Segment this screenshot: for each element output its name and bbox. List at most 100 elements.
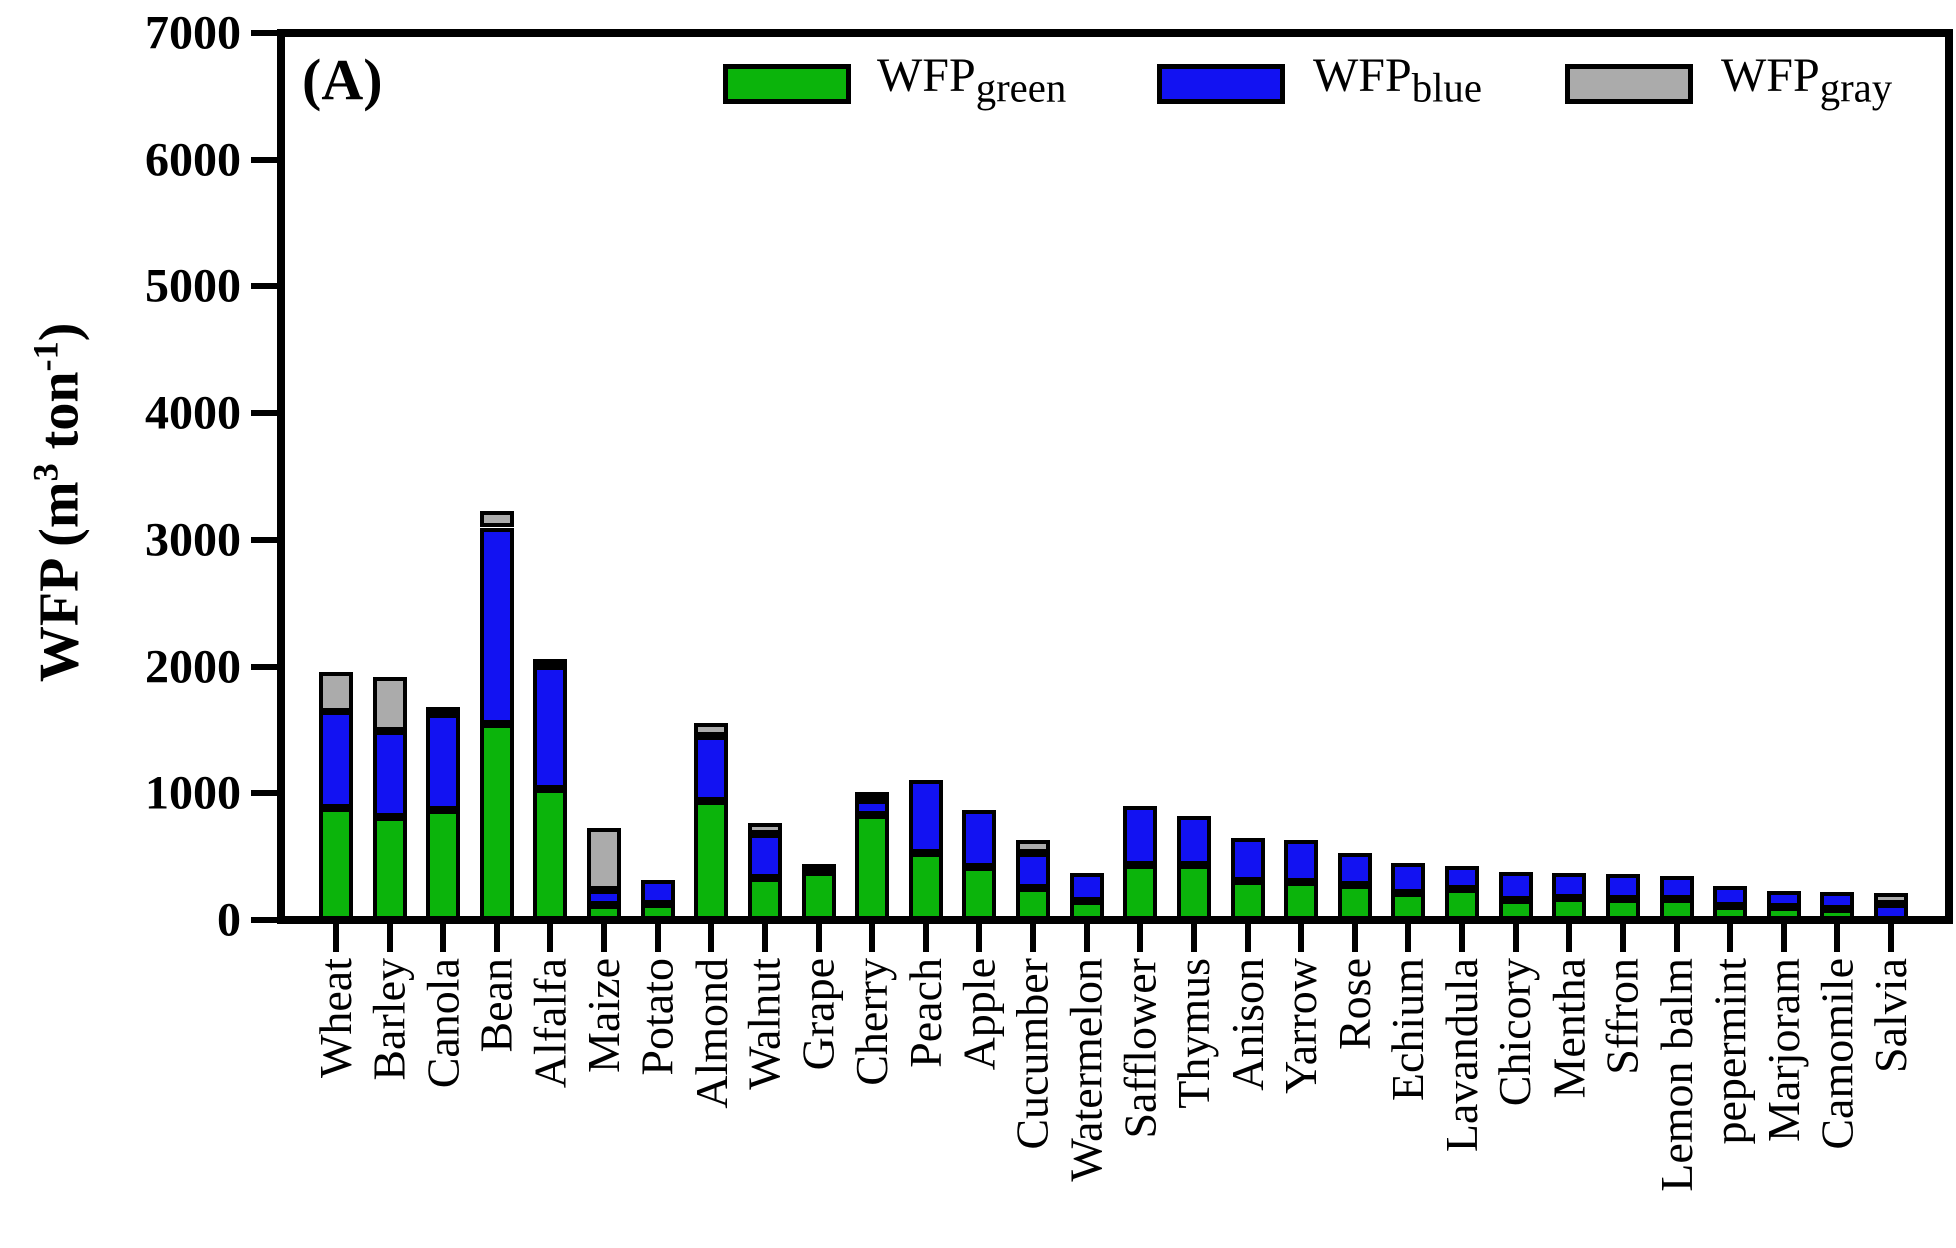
x-axis-tick: [1030, 924, 1037, 952]
x-axis-tick: [1190, 924, 1197, 952]
x-axis-tick: [1834, 924, 1841, 952]
bar-segment-blue: [372, 731, 407, 817]
legend-label-green: WFPgreen: [877, 48, 1066, 108]
bar-segment-green: [1284, 882, 1319, 920]
y-axis-title: WFP (m3 ton-1): [25, 182, 92, 822]
x-axis-tick: [869, 924, 876, 952]
y-axis-tick-label: 3000: [145, 513, 241, 567]
x-axis-tick: [815, 924, 822, 952]
bar-segment-green: [479, 724, 514, 920]
x-axis-tick: [1727, 924, 1734, 952]
x-axis-tick: [493, 924, 500, 952]
bar-segment-gray: [319, 672, 353, 712]
y-axis-tick: [251, 283, 281, 290]
x-axis-label: Cherry: [846, 958, 898, 1086]
x-axis-label: Alfalfa: [524, 958, 576, 1089]
x-axis-tick: [1244, 924, 1251, 952]
x-axis-tick: [922, 924, 929, 952]
y-axis-tick-label: 6000: [145, 133, 241, 187]
bar-segment-green: [1176, 865, 1211, 920]
bar-segment-green: [1445, 889, 1480, 920]
bar-segment-gray: [372, 677, 407, 731]
bar-segment-blue: [1230, 838, 1265, 881]
legend-swatch-gray: [1565, 64, 1693, 104]
bar-segment-blue: [319, 711, 353, 808]
bar-segment-blue: [533, 666, 568, 789]
x-axis-tick: [1459, 924, 1466, 952]
x-axis-tick: [1566, 924, 1573, 952]
bar-segment-blue: [694, 736, 729, 801]
x-axis-label: Sffron: [1596, 958, 1648, 1075]
bar-segment-blue: [1123, 806, 1158, 865]
y-axis-tick-label: 1000: [145, 766, 241, 820]
legend-label-sub: gray: [1819, 65, 1893, 111]
legend-label-gray: WFPgray: [1721, 48, 1892, 108]
bar-segment-gray: [694, 723, 729, 736]
x-axis-label: Yarrow: [1275, 958, 1327, 1094]
bar-segment-green: [372, 817, 407, 920]
x-axis-label: Camomile: [1811, 958, 1863, 1150]
bar-segment-gray: [533, 659, 568, 667]
y-axis-tick-label: 0: [217, 893, 241, 947]
legend-swatch-blue: [1157, 64, 1285, 104]
x-axis-tick: [654, 924, 661, 952]
y-axis-title-mid: ton: [28, 371, 91, 464]
x-axis-label: Thymus: [1167, 958, 1219, 1109]
x-axis-label: Potato: [631, 958, 683, 1076]
y-axis-title-sup3: 3: [25, 463, 66, 482]
bar-segment-blue: [1766, 891, 1801, 907]
bar-segment-green: [1820, 909, 1855, 920]
x-axis-tick: [976, 924, 983, 952]
bar-segment-green: [1123, 865, 1158, 920]
bar-segment-blue: [1873, 904, 1908, 920]
x-axis-label: Chicory: [1489, 958, 1541, 1107]
x-axis-label: Lemon balm: [1650, 958, 1702, 1192]
x-axis-label: Apple: [953, 958, 1005, 1071]
bar-segment-blue: [1176, 816, 1211, 865]
bar-segment-green: [801, 872, 836, 920]
x-axis-label: Marjoram: [1757, 958, 1809, 1142]
x-axis-label: Lavandula: [1436, 958, 1488, 1153]
bar-segment-blue: [908, 780, 943, 853]
bar-segment-gray: [747, 823, 782, 834]
legend-label-blue: WFPblue: [1313, 48, 1482, 108]
x-axis-tick: [440, 924, 447, 952]
bar-segment-blue: [1498, 872, 1533, 900]
y-axis-tick: [251, 30, 281, 36]
bar-segment-green: [1605, 899, 1640, 920]
bar-segment-blue: [1820, 892, 1855, 909]
bar-segment-blue: [1391, 863, 1426, 893]
bar-segment-blue: [855, 800, 890, 815]
bar-segment-green: [855, 815, 890, 920]
x-axis-label: Grape: [792, 958, 844, 1071]
x-axis-label: Watermelon: [1060, 958, 1112, 1182]
bar-segment-green: [1069, 901, 1104, 920]
bar-segment-blue: [1713, 886, 1748, 906]
bar-segment-blue: [1016, 853, 1051, 888]
y-axis-tick: [251, 663, 281, 670]
bar-segment-blue: [640, 880, 675, 904]
panel-label: (A): [302, 47, 383, 112]
legend-label-main: WFP: [1721, 49, 1820, 102]
bar-segment-green: [1766, 907, 1801, 920]
y-axis-tick-label: 2000: [145, 640, 241, 694]
bar-segment-green: [1713, 906, 1748, 920]
x-axis-tick: [601, 924, 608, 952]
bar-segment-green: [1498, 900, 1533, 920]
x-axis-tick: [708, 924, 715, 952]
bar-segment-gray: [479, 511, 514, 527]
bar-segment-gray: [1873, 893, 1908, 904]
x-axis-label: Almond: [685, 958, 737, 1109]
legend-label-sub: green: [975, 65, 1067, 111]
x-axis-label: Maize: [578, 958, 630, 1073]
bar-segment-green: [1016, 888, 1051, 920]
y-axis-tick-label: 7000: [145, 6, 241, 60]
x-axis-tick: [386, 924, 393, 952]
x-axis-label: Mentha: [1543, 958, 1595, 1099]
x-axis-label: Peach: [899, 958, 951, 1068]
bar-segment-blue: [1659, 876, 1694, 899]
legend-swatch-green: [723, 64, 851, 104]
y-axis-title-suffix: ): [28, 322, 91, 342]
x-axis-tick: [1137, 924, 1144, 952]
bar-segment-blue: [1284, 840, 1319, 882]
